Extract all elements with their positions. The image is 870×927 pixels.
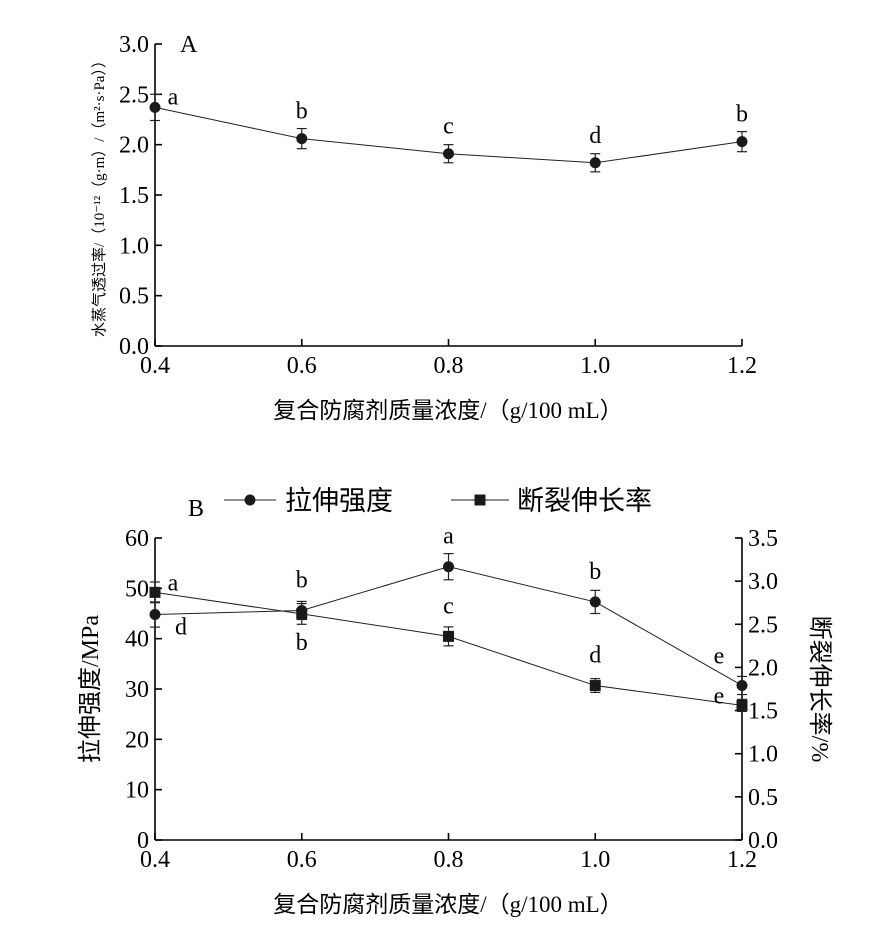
panel-b-label: B: [188, 496, 204, 522]
panel-b-left-y-tick-label: 20: [125, 727, 149, 753]
legend-marker-elongation: [474, 494, 486, 506]
panel-a-point: [296, 133, 308, 145]
panel-a-significance-letter: b: [736, 102, 748, 128]
panel-a-point: [736, 136, 748, 148]
panel-b-tensile-point: [736, 679, 748, 691]
panel-b-left-y-tick-label: 10: [125, 778, 149, 804]
panel-b-tensile-point: [443, 561, 454, 573]
panel-a-x-tick-label: 0.8: [434, 353, 464, 379]
panel-b-elongation-point: [149, 586, 161, 598]
panel-b-tensile-letter: b: [589, 559, 601, 585]
panel-b-elongation-letter: e: [714, 683, 725, 709]
panel-b-tensile-letter: a: [443, 524, 454, 550]
panel-a-x-tick-label: 1.2: [727, 353, 757, 379]
panel-a-significance-letter: a: [168, 84, 179, 110]
panel-b-x-tick-label: 0.4: [140, 847, 170, 873]
panel-b-left-y-tick-label: 30: [125, 677, 149, 703]
panel-b-elongation-point: [736, 699, 748, 711]
panel-b-legend: 拉伸强度 断裂伸长率: [224, 486, 652, 516]
panel-a-y-tick-label: 0.0: [119, 334, 149, 360]
panel-b-right-y-tick-label: 3.5: [748, 526, 778, 552]
panel-b-left-y-tick-label: 0: [137, 828, 149, 854]
panel-b-tensile-line: [154, 566, 743, 686]
panel-a-y-tick-label: 1.0: [119, 233, 149, 259]
panel-b-right-y-tick-label: 0.5: [748, 785, 778, 811]
panel-a-x-tick-label: 0.4: [140, 353, 170, 379]
panel-a-y-tick-label: 0.5: [119, 284, 149, 310]
panel-b-right-y-tick-label: 1.0: [748, 742, 778, 768]
panel-b-left-y-tick-label: 50: [125, 576, 149, 602]
panel-b-elongation-point: [589, 680, 601, 692]
panel-b-tensile-point: [149, 609, 161, 621]
panel-a-significance-letter: c: [443, 114, 454, 140]
panel-a-y-tick-label: 2.0: [119, 133, 149, 159]
panel-b-left-y-tick-label: 40: [125, 627, 149, 653]
panel-b-tensile-letter: d: [175, 615, 187, 641]
panel-a-point: [149, 101, 161, 113]
panel-b-elongation-letter: d: [589, 643, 601, 669]
panel-a-significance-letter: d: [589, 123, 601, 149]
panel-b-x-tick-label: 1.2: [727, 847, 757, 873]
panel-b-tensile-letter: b: [296, 567, 308, 593]
panel-a-point: [589, 157, 601, 169]
panel-b-right-y-tick-label: 1.5: [748, 699, 778, 725]
panel-b-elongation-point: [296, 608, 308, 620]
panel-b-right-y-tick-label: 3.0: [748, 569, 778, 595]
panel-a-y-tick-label: 1.5: [119, 183, 149, 209]
panel-b-tensile-letter: e: [714, 643, 725, 669]
legend-marker-tensile: [244, 494, 256, 506]
legend-label-elongation: 断裂伸长率: [517, 486, 652, 516]
panel-a-y-tick-label: 2.5: [119, 82, 149, 108]
panel-a: 0.0 0.5 1.0 1.5 2.0 2.5 3.0 0.4 0.6 0.8 1.0 1.2 A 复合防…: [91, 32, 757, 423]
panel-b-tensile-point: [589, 596, 601, 608]
panel-a-x-axis-label: 复合防腐剂质量浓度/（g/100 mL）: [273, 398, 622, 423]
panel-b-left-y-tick-label: 60: [125, 526, 149, 552]
panel-b-x-tick-label: 1.0: [580, 847, 610, 873]
panel-a-point: [443, 148, 454, 160]
panel-b-elongation-point: [443, 630, 454, 642]
panel-a-y-axis-label: 水蒸气透过率/（10⁻¹²（g·m）/（m²·s·Pa））: [91, 53, 108, 337]
panel-a-label: A: [180, 32, 198, 58]
panel-b-right-y-axis-label: 断裂伸长率/%: [806, 616, 833, 763]
panel-a-significance-letter: b: [296, 99, 308, 125]
panel-b-left-y-axis-label: 拉伸强度/MPa: [77, 615, 104, 763]
panel-b-right-y-tick-label: 0.0: [748, 828, 778, 854]
panel-b-elongation-letter: c: [443, 593, 454, 619]
panel-b-elongation-letter: a: [168, 570, 179, 596]
panel-b-elongation-letter: b: [296, 630, 308, 656]
panel-b: 0 10 20 30 40 50 60 0.0 0.5 1.0 1.5 2.0 2.5 3.0 3.5 0.4…: [77, 496, 833, 917]
panel-a-x-tick-label: 0.6: [287, 353, 317, 379]
panel-b-x-tick-label: 0.6: [287, 847, 317, 873]
panel-b-right-y-tick-label: 2.5: [748, 612, 778, 638]
panel-b-x-tick-label: 0.8: [434, 847, 464, 873]
panel-a-x-tick-label: 1.0: [580, 353, 610, 379]
panel-a-y-tick-label: 3.0: [119, 32, 149, 58]
panel-b-x-axis-label: 复合防腐剂质量浓度/（g/100 mL）: [273, 892, 622, 917]
legend-label-tensile: 拉伸强度: [285, 486, 393, 516]
panel-b-right-y-tick-label: 2.0: [748, 655, 778, 681]
